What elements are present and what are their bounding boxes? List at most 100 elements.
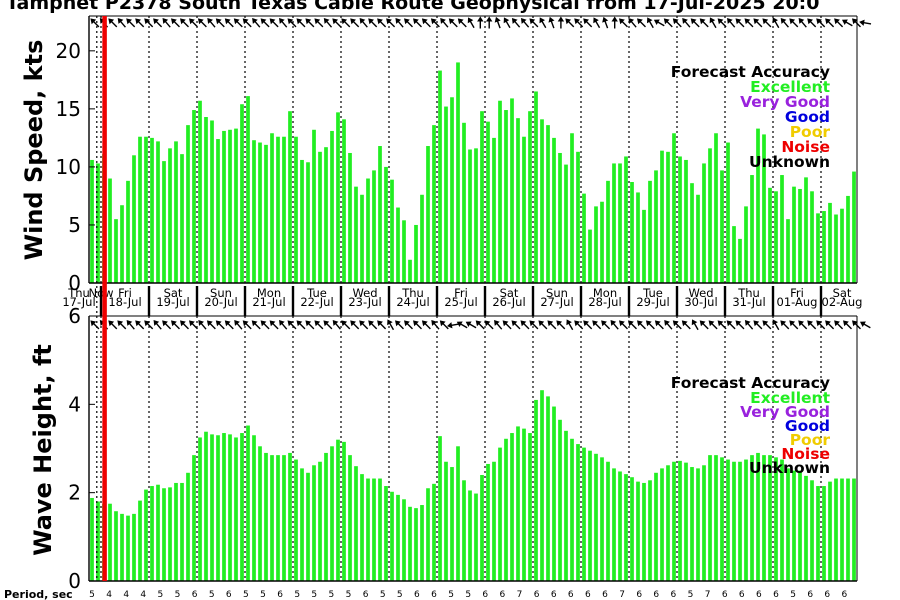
- p1-direction-arrow: [602, 16, 609, 29]
- p1-direction-arrow: [305, 18, 315, 28]
- p1-direction-arrow: [162, 18, 171, 28]
- p2-bar: [588, 450, 592, 581]
- p1-arrow-head: [430, 18, 437, 25]
- p1-bar: [618, 163, 622, 283]
- p2-bar: [456, 446, 460, 581]
- p2-direction-arrow: [780, 320, 790, 330]
- p1-bar: [846, 195, 850, 283]
- p1-arrow-head: [197, 18, 204, 25]
- p1-direction-arrow: [772, 17, 780, 29]
- date-label: 28-Jul: [588, 295, 621, 309]
- p2-arrow-head: [859, 321, 866, 328]
- p1-bar: [192, 110, 196, 283]
- p2-bar: [516, 426, 520, 581]
- day-label-box: [153, 286, 193, 316]
- p2-direction-arrow: [341, 320, 351, 330]
- p2-arrow-head: [772, 319, 779, 326]
- p1-direction-arrow: [171, 18, 180, 28]
- p1-bar: [282, 136, 286, 283]
- p1-bar: [750, 175, 754, 283]
- p1-arrow-head: [477, 16, 484, 22]
- p1-arrow-head: [663, 18, 670, 25]
- day-of-week-label: Tue: [642, 286, 663, 300]
- p1-direction-arrow: [421, 18, 431, 28]
- wave-period-label: 5: [346, 590, 352, 600]
- p2-bar: [708, 455, 712, 582]
- p2-direction-arrow: [117, 320, 127, 330]
- p2-bar: [306, 472, 310, 581]
- p2-direction-arrow: [287, 320, 297, 330]
- day-of-week-label: Thu: [401, 286, 424, 300]
- p1-bar: [312, 129, 316, 283]
- p1-arrow-head: [628, 18, 635, 24]
- p2-direction-arrow: [529, 320, 539, 330]
- p2-arrow-head: [180, 320, 186, 327]
- p1-bar: [558, 152, 562, 283]
- p1-direction-arrow: [583, 18, 593, 28]
- p1-direction-arrow: [672, 18, 682, 28]
- p2-bar: [90, 497, 94, 581]
- p2-bar: [714, 455, 718, 582]
- p1-bar: [204, 117, 208, 283]
- p1-direction-arrow: [269, 18, 279, 28]
- p1-arrow-head: [368, 18, 375, 25]
- p1-arrow-head: [753, 18, 760, 25]
- p1-direction-arrow: [260, 18, 270, 28]
- p1-arrow-head: [709, 17, 716, 24]
- p1-bar: [648, 180, 652, 283]
- p2-direction-arrow: [798, 320, 808, 330]
- p1-arrow-head: [242, 18, 249, 25]
- p2-y-tick-label: 0: [68, 569, 81, 593]
- p1-direction-arrow: [825, 18, 835, 28]
- p1-arrow-head: [574, 18, 581, 25]
- p1-direction-arrow: [242, 18, 252, 28]
- day-label-box: [105, 286, 145, 316]
- wave-period-label: 6: [226, 590, 232, 600]
- p1-bar: [354, 186, 358, 283]
- p1-bar: [432, 125, 436, 284]
- p1-direction-arrow: [341, 18, 351, 28]
- wave-period-label: 5: [380, 590, 386, 600]
- p1-bar: [822, 211, 826, 283]
- wave-period-label: 6: [842, 590, 848, 600]
- p1-direction-arrow: [486, 16, 493, 29]
- p1-arrow-head: [486, 16, 493, 22]
- p2-bar: [552, 406, 556, 581]
- p2-arrow-head: [456, 321, 463, 328]
- p1-direction-arrow: [477, 16, 484, 29]
- p2-arrow-head: [834, 320, 840, 327]
- p2-arrow-head: [413, 320, 419, 327]
- p2-direction-arrow: [251, 320, 261, 330]
- wave-period-label: 6: [653, 590, 659, 600]
- day-label-box: [777, 286, 817, 316]
- p2-direction-arrow: [332, 320, 341, 330]
- p2-bar: [402, 499, 406, 581]
- p2-arrow-head: [144, 320, 151, 327]
- p2-bar: [744, 459, 748, 581]
- p2-bar: [414, 508, 418, 582]
- p1-bar: [96, 163, 100, 283]
- p1-arrow-head: [602, 16, 609, 23]
- p1-bar: [438, 70, 442, 283]
- date-label: 20-Jul: [204, 295, 237, 309]
- p2-arrow-head: [215, 320, 222, 327]
- p2-arrow-head: [556, 320, 563, 327]
- p2-bar: [840, 478, 844, 581]
- p1-direction-arrow: [574, 18, 584, 28]
- p1-bar: [330, 130, 334, 283]
- p1-y-tick-label: 0: [68, 271, 81, 295]
- p2-bar: [168, 487, 172, 581]
- date-label: 30-Jul: [684, 295, 717, 309]
- p2-direction-arrow: [645, 320, 655, 330]
- p1-direction-arrow: [529, 18, 539, 28]
- wave-period-label: 6: [824, 590, 830, 600]
- p1-bar: [546, 125, 550, 284]
- wave-period-label: 6: [363, 590, 369, 600]
- p2-direction-arrow: [135, 320, 145, 330]
- p1-bar: [516, 118, 520, 283]
- p2-bar: [750, 455, 754, 582]
- p2-arrow-head: [852, 320, 858, 327]
- p1-bar: [264, 144, 268, 283]
- p2-bar: [780, 459, 784, 581]
- day-label-box: [201, 286, 241, 316]
